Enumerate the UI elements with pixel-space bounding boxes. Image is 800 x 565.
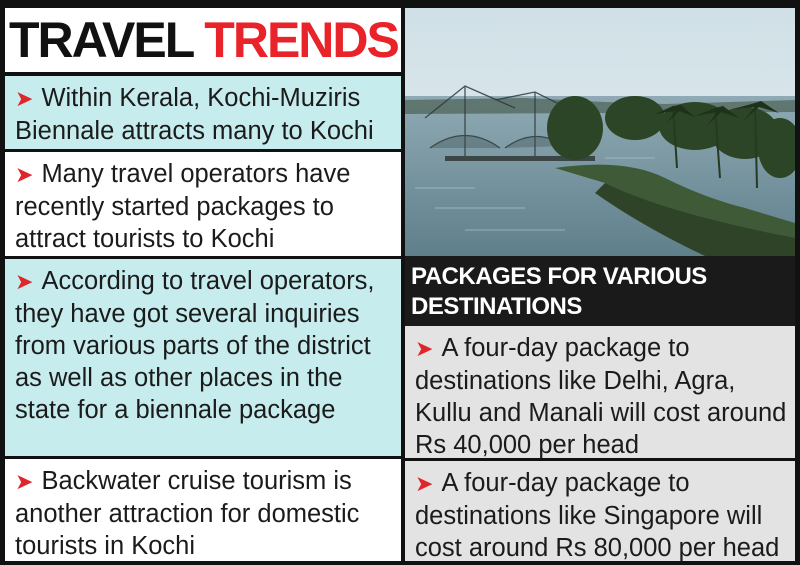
list-item-text: Many travel operators have recently star… bbox=[15, 160, 351, 253]
title-word-travel: TRAVEL bbox=[9, 12, 194, 68]
backwater-photo bbox=[405, 8, 795, 256]
backwater-illustration bbox=[405, 8, 795, 256]
red-arrow-bullet-icon: ➤ bbox=[15, 86, 34, 111]
packages-heading: PACKAGES FOR VARIOUS DESTINATIONS bbox=[405, 256, 795, 326]
title-word-trends: TRENDS bbox=[204, 12, 400, 68]
red-arrow-bullet-icon: ➤ bbox=[15, 469, 34, 494]
red-arrow-bullet-icon: ➤ bbox=[415, 471, 434, 496]
list-item: ➤ According to travel operators, they hav… bbox=[5, 259, 401, 456]
package-item: ➤ A four-day package to destinations like… bbox=[405, 326, 795, 459]
package-item: ➤ A four-day package to destinations like… bbox=[405, 461, 795, 562]
package-item-text: A four-day package to destinations like … bbox=[415, 469, 780, 562]
list-item-text: Backwater cruise tourism is another attr… bbox=[15, 467, 360, 560]
list-item: ➤ Many travel operators have recently sta… bbox=[5, 152, 401, 256]
package-item-text: A four-day package to destinations like … bbox=[415, 334, 787, 459]
list-item: ➤ Backwater cruise tourism is another att… bbox=[5, 459, 401, 561]
travel-trends-column: TRAVEL TRENDS ➤ Within Kerala, Kochi-Muzi… bbox=[5, 8, 401, 561]
list-item: ➤ Within Kerala, Kochi-Muziris Biennale a… bbox=[5, 76, 401, 149]
red-arrow-bullet-icon: ➤ bbox=[15, 162, 34, 187]
list-item-text: Within Kerala, Kochi-Muziris Biennale at… bbox=[15, 84, 374, 145]
red-arrow-bullet-icon: ➤ bbox=[415, 336, 434, 361]
packages-column: PACKAGES FOR VARIOUS DESTINATIONS ➤ A fou… bbox=[405, 8, 795, 562]
page-title: TRAVEL TRENDS bbox=[5, 8, 401, 72]
list-item-text: According to travel operators, they have… bbox=[15, 267, 375, 424]
red-arrow-bullet-icon: ➤ bbox=[15, 269, 34, 294]
